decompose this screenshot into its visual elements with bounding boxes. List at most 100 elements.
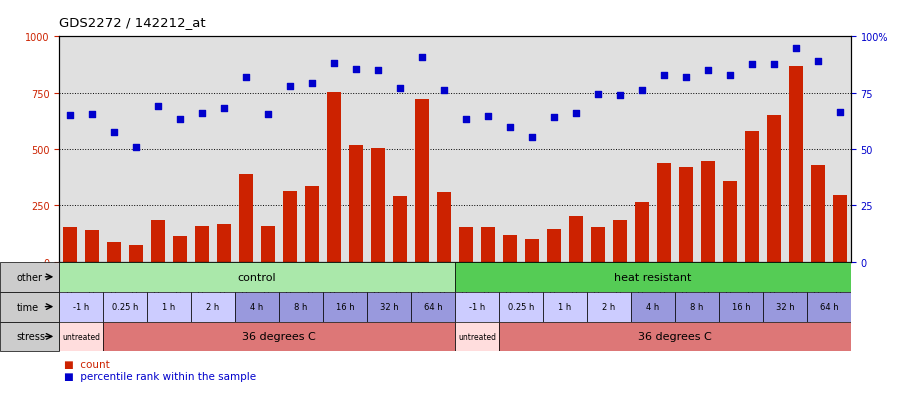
Text: 1 h: 1 h bbox=[559, 302, 571, 311]
Bar bbox=[499, 322, 851, 351]
Bar bbox=[107, 242, 121, 262]
Point bbox=[173, 116, 187, 123]
Point bbox=[261, 112, 276, 118]
Bar bbox=[371, 149, 385, 262]
Bar bbox=[367, 292, 411, 322]
Point bbox=[63, 113, 77, 119]
Bar bbox=[349, 145, 363, 262]
Point bbox=[370, 68, 385, 74]
Point bbox=[591, 91, 605, 98]
Text: -1 h: -1 h bbox=[73, 302, 89, 311]
Bar bbox=[547, 230, 561, 262]
Point bbox=[415, 54, 430, 61]
Bar bbox=[807, 292, 851, 322]
Bar bbox=[283, 191, 298, 262]
Point bbox=[679, 74, 693, 81]
Bar bbox=[763, 292, 807, 322]
Bar bbox=[455, 322, 499, 351]
Bar bbox=[675, 292, 719, 322]
Bar bbox=[455, 292, 499, 322]
Point bbox=[151, 104, 166, 110]
Bar bbox=[503, 235, 517, 262]
Bar bbox=[305, 187, 319, 262]
Point bbox=[106, 130, 121, 136]
Text: control: control bbox=[238, 272, 277, 282]
Point bbox=[569, 110, 583, 117]
Bar bbox=[393, 197, 407, 262]
Text: time: time bbox=[16, 302, 39, 312]
Bar bbox=[411, 292, 455, 322]
Bar bbox=[789, 66, 803, 262]
Point bbox=[480, 114, 495, 120]
Text: 16 h: 16 h bbox=[336, 302, 354, 311]
Bar bbox=[587, 292, 631, 322]
Bar bbox=[63, 228, 77, 262]
Text: 8 h: 8 h bbox=[690, 302, 703, 311]
Bar bbox=[415, 100, 430, 262]
Text: untreated: untreated bbox=[62, 332, 100, 341]
Point bbox=[811, 59, 825, 65]
Text: 32 h: 32 h bbox=[379, 302, 399, 311]
Point bbox=[612, 93, 627, 99]
Point bbox=[327, 61, 341, 67]
Text: 16 h: 16 h bbox=[732, 302, 750, 311]
Bar bbox=[129, 245, 143, 262]
Point bbox=[217, 106, 231, 112]
Bar bbox=[173, 236, 187, 262]
Text: ■  count: ■ count bbox=[64, 359, 109, 369]
Bar bbox=[327, 93, 341, 262]
Bar bbox=[657, 163, 671, 262]
Bar bbox=[59, 322, 103, 351]
Bar bbox=[323, 292, 367, 322]
Text: untreated: untreated bbox=[458, 332, 496, 341]
Point bbox=[701, 68, 715, 74]
Bar bbox=[543, 292, 587, 322]
Point bbox=[502, 124, 517, 131]
Point bbox=[195, 110, 209, 117]
Point bbox=[525, 134, 540, 141]
Bar bbox=[631, 292, 675, 322]
Bar bbox=[239, 174, 253, 262]
Bar bbox=[525, 240, 539, 262]
Bar bbox=[437, 192, 451, 262]
Point bbox=[305, 80, 319, 87]
Bar bbox=[612, 221, 627, 262]
Text: 36 degrees C: 36 degrees C bbox=[638, 332, 712, 342]
Text: GDS2272 / 142212_at: GDS2272 / 142212_at bbox=[59, 16, 206, 29]
Bar bbox=[151, 221, 166, 262]
Bar bbox=[744, 132, 759, 262]
Text: 2 h: 2 h bbox=[602, 302, 615, 311]
Bar bbox=[195, 226, 209, 262]
Point bbox=[349, 66, 363, 73]
Text: 8 h: 8 h bbox=[294, 302, 308, 311]
Text: 4 h: 4 h bbox=[646, 302, 660, 311]
Text: ■  percentile rank within the sample: ■ percentile rank within the sample bbox=[64, 371, 256, 381]
Point bbox=[393, 85, 408, 92]
Point bbox=[766, 62, 781, 69]
Point bbox=[657, 72, 672, 79]
Point bbox=[85, 112, 99, 118]
Bar bbox=[833, 196, 847, 262]
Bar bbox=[719, 292, 763, 322]
Bar bbox=[103, 292, 147, 322]
Point bbox=[723, 72, 737, 79]
Text: 64 h: 64 h bbox=[424, 302, 442, 311]
Bar bbox=[261, 226, 275, 262]
Bar bbox=[480, 228, 495, 262]
Point bbox=[459, 116, 473, 123]
Text: 0.25 h: 0.25 h bbox=[508, 302, 534, 311]
Bar bbox=[85, 231, 99, 262]
Bar bbox=[279, 292, 323, 322]
Point bbox=[634, 88, 649, 95]
Bar bbox=[635, 203, 649, 262]
Point bbox=[129, 144, 144, 151]
Bar bbox=[147, 292, 191, 322]
Bar bbox=[723, 181, 737, 262]
Bar bbox=[59, 292, 103, 322]
Bar bbox=[569, 216, 583, 262]
Text: other: other bbox=[16, 272, 43, 282]
Point bbox=[238, 74, 253, 81]
Bar bbox=[499, 292, 543, 322]
Bar bbox=[767, 116, 781, 262]
Text: stress: stress bbox=[16, 332, 46, 342]
